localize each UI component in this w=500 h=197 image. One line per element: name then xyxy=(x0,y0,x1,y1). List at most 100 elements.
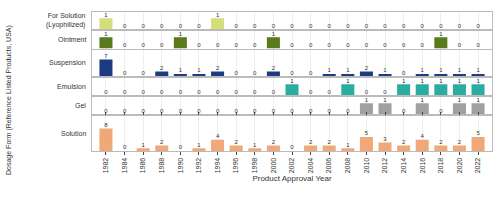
svg-text:0: 0 xyxy=(421,42,425,48)
svg-text:1: 1 xyxy=(421,67,425,73)
svg-text:1998: 1998 xyxy=(251,158,258,174)
svg-text:0: 0 xyxy=(309,42,313,48)
svg-text:0: 0 xyxy=(179,23,183,29)
svg-text:0: 0 xyxy=(160,23,164,29)
svg-text:1: 1 xyxy=(476,78,480,84)
svg-text:0: 0 xyxy=(253,70,257,76)
svg-text:2: 2 xyxy=(160,65,164,71)
svg-text:Ointment: Ointment xyxy=(58,36,86,43)
svg-text:Solution: Solution xyxy=(61,130,86,137)
svg-text:0: 0 xyxy=(160,89,164,95)
svg-text:2: 2 xyxy=(309,139,313,145)
svg-text:2: 2 xyxy=(272,65,276,71)
svg-text:0: 0 xyxy=(179,144,183,150)
svg-text:1: 1 xyxy=(458,97,462,103)
svg-text:1: 1 xyxy=(439,78,443,84)
svg-text:1988: 1988 xyxy=(158,158,165,174)
svg-text:1: 1 xyxy=(439,31,443,37)
svg-text:1: 1 xyxy=(328,67,332,73)
svg-text:1996: 1996 xyxy=(232,158,239,174)
svg-text:2006: 2006 xyxy=(325,158,332,174)
svg-text:1: 1 xyxy=(197,67,201,73)
svg-text:0: 0 xyxy=(290,144,294,150)
svg-text:0: 0 xyxy=(328,42,332,48)
svg-text:0: 0 xyxy=(179,108,183,114)
svg-text:2: 2 xyxy=(439,139,443,145)
svg-text:0: 0 xyxy=(179,89,183,95)
svg-text:0: 0 xyxy=(272,108,276,114)
svg-text:0: 0 xyxy=(439,108,443,114)
svg-text:0: 0 xyxy=(141,89,145,95)
svg-text:7: 7 xyxy=(104,53,108,59)
svg-text:1: 1 xyxy=(272,31,276,37)
svg-text:1: 1 xyxy=(104,31,108,37)
svg-text:1: 1 xyxy=(439,67,443,73)
svg-text:1: 1 xyxy=(346,142,350,148)
svg-text:0: 0 xyxy=(272,89,276,95)
svg-text:0: 0 xyxy=(402,70,406,76)
svg-text:3: 3 xyxy=(383,136,387,142)
svg-text:1: 1 xyxy=(253,142,257,148)
svg-text:1: 1 xyxy=(458,67,462,73)
svg-text:1990: 1990 xyxy=(177,158,184,174)
svg-text:0: 0 xyxy=(402,23,406,29)
svg-text:0: 0 xyxy=(476,42,480,48)
svg-text:0: 0 xyxy=(253,23,257,29)
svg-text:0: 0 xyxy=(235,89,239,95)
svg-text:0: 0 xyxy=(123,23,127,29)
svg-text:1: 1 xyxy=(290,78,294,84)
svg-text:0: 0 xyxy=(476,23,480,29)
svg-text:0: 0 xyxy=(141,108,145,114)
svg-text:1986: 1986 xyxy=(139,158,146,174)
svg-text:0: 0 xyxy=(290,70,294,76)
svg-text:0: 0 xyxy=(160,108,164,114)
svg-text:2: 2 xyxy=(402,139,406,145)
svg-text:1: 1 xyxy=(179,67,183,73)
svg-text:1: 1 xyxy=(346,67,350,73)
svg-text:0: 0 xyxy=(197,42,201,48)
svg-text:0: 0 xyxy=(253,108,257,114)
svg-text:0: 0 xyxy=(123,108,127,114)
svg-text:0: 0 xyxy=(402,108,406,114)
svg-text:0: 0 xyxy=(328,89,332,95)
svg-text:0: 0 xyxy=(383,89,387,95)
svg-text:0: 0 xyxy=(309,23,313,29)
svg-text:1992: 1992 xyxy=(195,158,202,174)
svg-text:0: 0 xyxy=(272,23,276,29)
svg-text:1: 1 xyxy=(179,31,183,37)
svg-text:2010: 2010 xyxy=(363,158,370,174)
svg-text:0: 0 xyxy=(365,23,369,29)
svg-text:0: 0 xyxy=(309,70,313,76)
svg-text:1: 1 xyxy=(402,78,406,84)
svg-text:2: 2 xyxy=(272,139,276,145)
svg-text:1: 1 xyxy=(216,12,220,18)
svg-text:0: 0 xyxy=(235,70,239,76)
svg-text:Dosage Form (Reference Listed: Dosage Form (Reference Listed Products, … xyxy=(5,25,13,175)
svg-text:1: 1 xyxy=(104,12,108,18)
svg-text:0: 0 xyxy=(458,23,462,29)
svg-text:2022: 2022 xyxy=(474,158,481,174)
svg-text:0: 0 xyxy=(235,23,239,29)
svg-text:0: 0 xyxy=(253,42,257,48)
svg-text:0: 0 xyxy=(123,89,127,95)
svg-text:2014: 2014 xyxy=(400,158,407,174)
svg-text:8: 8 xyxy=(104,122,108,128)
svg-text:0: 0 xyxy=(197,108,201,114)
svg-text:1: 1 xyxy=(346,78,350,84)
svg-text:2008: 2008 xyxy=(344,158,351,174)
svg-text:Product Approval Year: Product Approval Year xyxy=(252,174,332,183)
svg-text:0: 0 xyxy=(290,108,294,114)
svg-text:0: 0 xyxy=(197,23,201,29)
svg-text:4: 4 xyxy=(421,133,425,139)
svg-text:Suspension: Suspension xyxy=(49,59,86,67)
svg-text:2018: 2018 xyxy=(437,158,444,174)
svg-text:2016: 2016 xyxy=(419,158,426,174)
svg-text:0: 0 xyxy=(235,108,239,114)
svg-text:0: 0 xyxy=(458,42,462,48)
svg-text:2: 2 xyxy=(458,139,462,145)
svg-text:1994: 1994 xyxy=(214,158,221,174)
svg-text:1: 1 xyxy=(141,142,145,148)
svg-text:2004: 2004 xyxy=(307,158,314,174)
svg-text:2: 2 xyxy=(216,65,220,71)
svg-text:1: 1 xyxy=(421,97,425,103)
